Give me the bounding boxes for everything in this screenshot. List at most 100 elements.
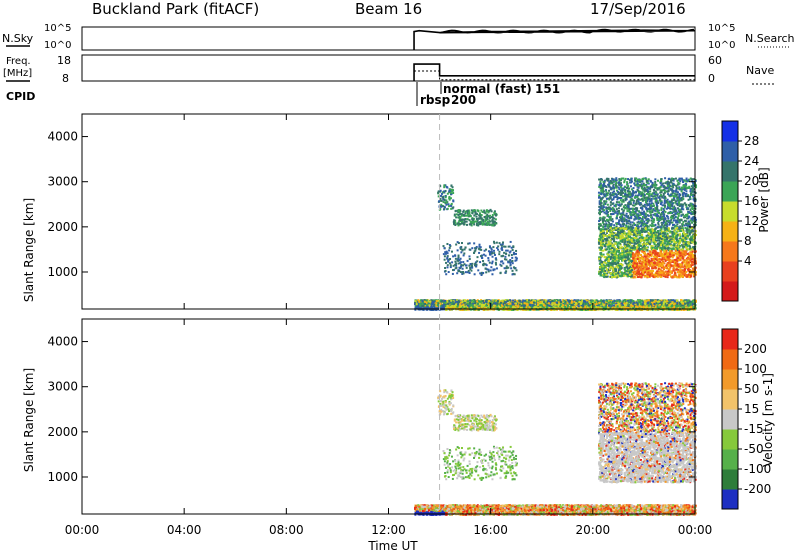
power-cell xyxy=(584,300,587,303)
power-cell xyxy=(456,302,459,305)
power-cell xyxy=(503,267,506,270)
power-cell xyxy=(491,224,494,227)
power-cell xyxy=(459,247,462,250)
power-cell xyxy=(458,300,461,303)
power-cell xyxy=(471,266,474,269)
power-cell xyxy=(485,301,488,304)
power-cell xyxy=(485,271,488,274)
power-cell xyxy=(431,301,434,304)
power-cell xyxy=(567,301,570,304)
freq-series-line xyxy=(413,63,695,81)
power-cell xyxy=(463,223,466,226)
power-cell xyxy=(485,209,488,212)
power-cell xyxy=(445,199,448,202)
power-cell xyxy=(605,190,608,193)
power-cell xyxy=(419,306,422,309)
power-cell xyxy=(691,301,694,304)
power-cell xyxy=(494,261,497,264)
power-cell xyxy=(460,242,463,245)
power-cell xyxy=(555,304,558,307)
power-cell xyxy=(650,299,653,302)
power-cell xyxy=(654,305,657,308)
power-cell xyxy=(480,217,483,220)
power-cell xyxy=(461,218,464,221)
power-cell xyxy=(415,305,418,308)
cpid-label: CPID xyxy=(6,90,35,103)
power-cell xyxy=(689,302,692,305)
power-cell xyxy=(493,242,496,245)
power-cell xyxy=(464,271,467,274)
power-cell xyxy=(489,269,492,272)
power-cell xyxy=(500,255,503,258)
power-cell xyxy=(483,215,486,218)
cpid-mode-1-name: rbsp xyxy=(420,93,451,107)
power-cell xyxy=(504,245,507,248)
power-cell xyxy=(640,305,643,308)
power-cell xyxy=(588,300,591,303)
power-cell xyxy=(503,308,506,311)
power-cell xyxy=(599,300,602,303)
power-cell xyxy=(421,303,424,306)
power-cell xyxy=(456,300,459,303)
power-cell xyxy=(445,302,448,305)
power-cell xyxy=(463,252,466,255)
power-cell xyxy=(437,191,440,194)
power-cell xyxy=(445,261,448,264)
power-cell xyxy=(443,208,446,211)
power-cell xyxy=(515,269,518,272)
power-cell xyxy=(454,263,457,266)
power-cell xyxy=(446,304,449,307)
nave-right-tick-top: 60 xyxy=(708,54,722,67)
power-cell xyxy=(477,217,480,220)
power-cell xyxy=(570,301,573,304)
nsky-label: N.Sky xyxy=(2,32,34,45)
power-cell xyxy=(459,299,462,302)
power-cell xyxy=(461,264,464,267)
power-cell xyxy=(475,265,478,268)
power-cell xyxy=(631,299,634,302)
power-cell xyxy=(451,269,454,272)
power-cell xyxy=(471,301,474,304)
power-cell xyxy=(536,304,539,307)
power-cell xyxy=(515,259,518,262)
power-cell xyxy=(523,302,526,305)
power-cell xyxy=(488,261,491,264)
power-cell xyxy=(617,186,620,189)
power-cell xyxy=(442,245,445,248)
power-cell xyxy=(448,249,451,252)
power-cell xyxy=(488,245,491,248)
power-cell xyxy=(451,304,454,307)
power-cell xyxy=(619,299,622,302)
power-cell xyxy=(544,299,547,302)
power-cell xyxy=(515,302,518,305)
power-cell xyxy=(555,301,558,304)
power-cell xyxy=(453,222,456,225)
power-cell xyxy=(588,308,591,311)
cpid-mode-1-id: 200 xyxy=(451,93,476,107)
power-cell xyxy=(453,213,456,216)
power-cell xyxy=(685,299,688,302)
power-cell xyxy=(656,299,659,302)
power-cell xyxy=(434,299,437,302)
power-cell xyxy=(655,306,658,309)
power-cell xyxy=(558,303,561,306)
power-cell xyxy=(446,192,449,195)
power-cell xyxy=(559,305,562,308)
power-cell xyxy=(524,304,527,307)
power-cell xyxy=(462,209,465,212)
power-cell xyxy=(450,204,453,207)
power-cell xyxy=(676,304,679,307)
power-cell xyxy=(660,302,663,305)
power-cell xyxy=(667,306,670,309)
power-cell xyxy=(442,190,445,193)
power-cell xyxy=(457,256,460,259)
power-cell xyxy=(566,302,569,305)
power-cell xyxy=(457,303,460,306)
power-cell xyxy=(567,299,570,302)
power-cell xyxy=(491,262,494,265)
power-cell xyxy=(479,221,482,224)
power-cell xyxy=(459,271,462,274)
power-cell xyxy=(598,302,601,305)
power-cell xyxy=(568,303,571,306)
power-cell xyxy=(529,304,532,307)
